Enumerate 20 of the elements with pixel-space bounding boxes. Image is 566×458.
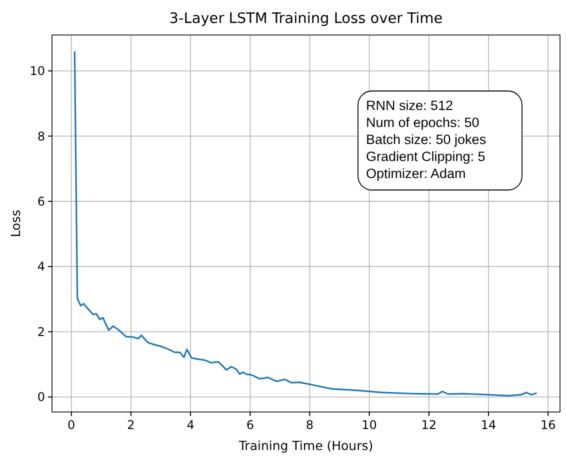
line-series xyxy=(74,50,538,396)
annotation: RNN size: 512 Num of epochs: 50 Batch size: 50 jokes Gradient Clipping: 5 Optimizer: Adam xyxy=(366,98,486,181)
x-tick-label: 0 xyxy=(68,418,76,432)
x-tick-label: 4 xyxy=(186,418,194,432)
y-tick-label: 6 xyxy=(37,194,45,209)
x-tick-label: 14 xyxy=(480,418,496,432)
y-tick-label: 0 xyxy=(37,390,45,404)
chart-title: 3-Layer LSTM Training Loss over Time xyxy=(169,11,443,27)
x-tick-label: 6 xyxy=(246,418,254,432)
x-tick-label: 2 xyxy=(127,418,135,432)
y-axis-title: Loss xyxy=(8,210,23,238)
x-axis-title: Training Time (Hours) xyxy=(238,438,374,453)
y-tick-label: 4 xyxy=(37,260,45,274)
x-tick-label: 12 xyxy=(421,418,437,432)
x-tick-label: 16 xyxy=(540,418,556,432)
y-tick-label: 8 xyxy=(37,129,45,144)
x-tick-label: 10 xyxy=(362,418,377,432)
x-tick-label: 8 xyxy=(306,418,314,432)
y-tick-label: 10 xyxy=(30,64,45,78)
y-tick-label: 2 xyxy=(37,324,45,339)
